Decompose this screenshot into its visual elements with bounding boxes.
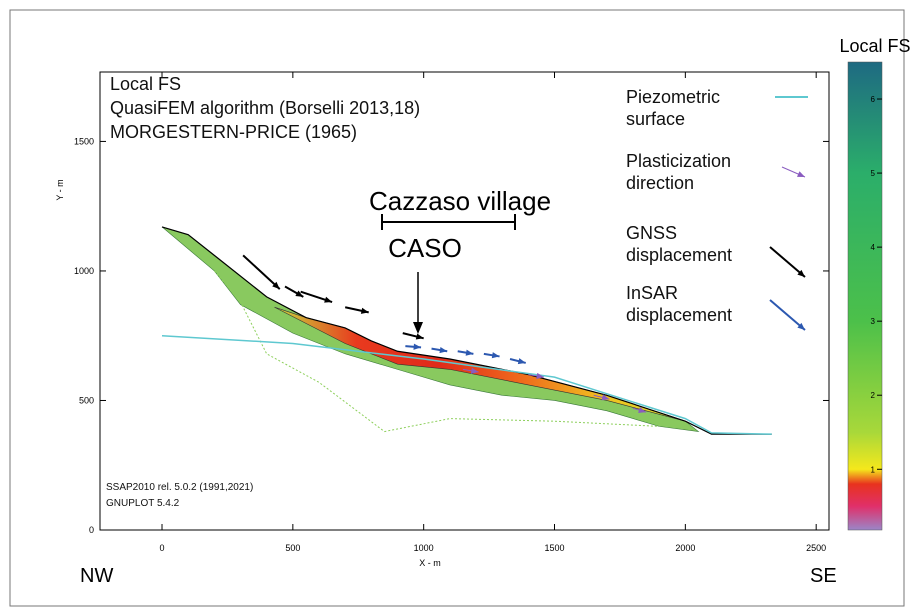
y-tick-label: 1500 (74, 136, 94, 146)
x-tick-label: 1000 (414, 543, 434, 553)
legend-label: Piezometric surface (626, 87, 721, 129)
displacement-arrow (483, 352, 500, 359)
y-axis-label: Y - m (55, 179, 65, 200)
colorbar-title: Local FS (839, 36, 910, 56)
footnote: SSAP2010 rel. 5.0.2 (1991,2021) (106, 482, 254, 493)
colorbar-tick-label: 5 (871, 169, 876, 178)
failure-mass (274, 306, 686, 422)
y-tick-label: 500 (79, 395, 94, 405)
x-axis-label: X - m (419, 558, 441, 568)
figure-frame (9, 9, 905, 607)
site-arrow (413, 322, 423, 334)
ground-surface (161, 226, 772, 435)
displacement-arrow (405, 343, 422, 350)
legend-swatch (769, 246, 806, 278)
direction-label: NW (80, 565, 113, 587)
colorbar-tick-label: 1 (871, 465, 876, 474)
displacement-arrow (284, 285, 304, 298)
displacement-arrow (509, 358, 526, 365)
legend-label: Plasticization direction (626, 151, 732, 193)
site-label: CASO (388, 233, 462, 263)
box-text: Local FS (110, 74, 182, 94)
x-tick-label: 500 (285, 543, 300, 553)
colorbar-tick-label: 6 (871, 95, 876, 104)
colorbar (847, 61, 883, 531)
village-label: Cazzaso village (369, 186, 551, 216)
colorbar-tick-label: 2 (871, 391, 876, 400)
y-tick-label: 1000 (74, 266, 94, 276)
footnote: GNUPLOT 5.4.2 (106, 498, 180, 509)
displacement-arrow (457, 349, 474, 356)
displacement-arrow (593, 394, 610, 401)
colorbar-tick-label: 3 (871, 317, 876, 326)
displacement-arrow (431, 346, 448, 354)
box-text: MORGESTERN-PRICE (1965) (110, 122, 358, 142)
x-tick-label: 0 (160, 543, 165, 553)
plot-frame (99, 71, 830, 531)
x-tick-label: 1500 (544, 543, 564, 553)
displacement-arrow (402, 332, 424, 340)
x-tick-label: 2500 (806, 543, 826, 553)
piezometric-line (161, 334, 772, 435)
box-text: QuasiFEM algorithm (Borselli 2013,18) (110, 98, 421, 118)
direction-label: SE (810, 565, 837, 587)
legend-swatch (769, 299, 806, 331)
displacement-arrow (462, 367, 479, 374)
displacement-arrow (632, 407, 647, 414)
legend-label: InSAR displacement (626, 283, 733, 325)
displacement-arrow (528, 372, 545, 380)
displacement-arrow (344, 306, 369, 314)
y-tick-label: 0 (89, 525, 94, 535)
displacement-arrow (300, 290, 333, 303)
x-tick-label: 2000 (675, 543, 695, 553)
displacement-arrow (242, 254, 281, 290)
legend-label: GNSS displacement (626, 223, 733, 265)
colorbar-tick-label: 4 (871, 243, 876, 252)
legend-swatch (781, 166, 806, 178)
